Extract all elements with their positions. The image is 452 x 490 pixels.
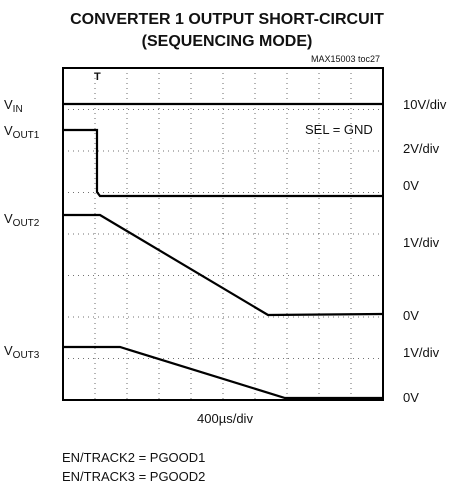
scope-frame bbox=[62, 67, 384, 401]
scale-label: 10V/div bbox=[403, 97, 447, 112]
trace-symbol: V bbox=[4, 97, 13, 112]
trace-vout2 bbox=[63, 213, 384, 317]
trace-symbol: V bbox=[4, 211, 13, 226]
zero-label: 0V bbox=[403, 308, 419, 323]
trace-vout1 bbox=[63, 128, 383, 198]
trace-subscript: OUT3 bbox=[13, 350, 40, 361]
trace-label: VOUT1 bbox=[4, 123, 40, 141]
scope-grid bbox=[63, 68, 383, 400]
note: EN/TRACK2 = PGOOD1 bbox=[62, 450, 205, 465]
trace-label: VOUT2 bbox=[4, 211, 40, 229]
trace-subscript: OUT2 bbox=[13, 218, 40, 229]
trace-subscript: IN bbox=[13, 104, 23, 115]
note: EN/TRACK3 = PGOOD2 bbox=[62, 469, 205, 484]
annotation: SEL = GND bbox=[305, 122, 373, 137]
zero-label: 0V bbox=[403, 390, 419, 405]
trace-label: VIN bbox=[4, 97, 23, 115]
title-line: (SEQUENCING MODE) bbox=[142, 33, 313, 50]
trace-label: VOUT3 bbox=[4, 343, 40, 361]
scale-label: 1V/div bbox=[403, 235, 440, 250]
zero-label: 0V bbox=[403, 178, 419, 193]
trace-symbol: V bbox=[4, 343, 13, 358]
trace-vout3 bbox=[63, 345, 383, 400]
timebase: 400µs/div bbox=[197, 411, 253, 426]
trace-symbol: V bbox=[4, 123, 13, 138]
trace-subscript: OUT1 bbox=[13, 130, 40, 141]
title-line: CONVERTER 1 OUTPUT SHORT-CIRCUIT bbox=[70, 11, 384, 28]
figure-id: MAX15003 toc27 bbox=[311, 54, 380, 64]
scale-label: 1V/div bbox=[403, 345, 440, 360]
trace-labels: VIN 10V/divVOUT12V/div0VVOUT21V/div0VVOUT… bbox=[4, 97, 447, 405]
trigger-marker: T bbox=[94, 71, 101, 83]
scale-label: 2V/div bbox=[403, 141, 440, 156]
